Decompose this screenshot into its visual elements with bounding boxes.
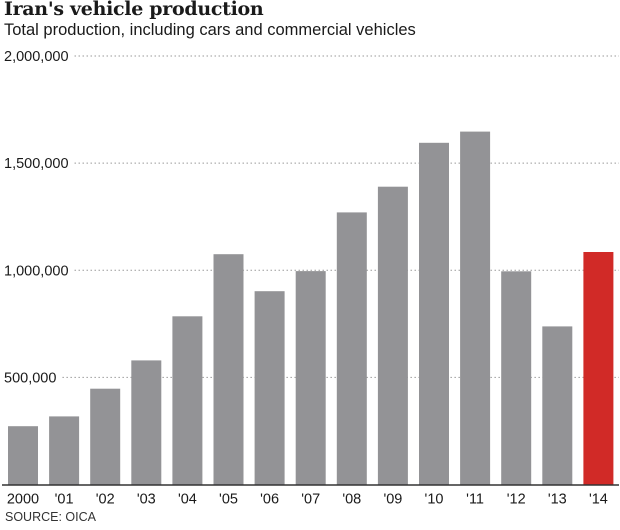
bar (49, 416, 80, 485)
x-tick-label: '11 (466, 492, 484, 508)
y-tick-label: 500,000 (4, 370, 56, 386)
bar (377, 186, 408, 485)
y-tick-label: 1,000,000 (4, 263, 69, 279)
bar-highlight (583, 252, 614, 485)
chart-title: Iran's vehicle production (4, 0, 264, 20)
x-tick-label: 2000 (7, 492, 39, 508)
x-tick-label: '05 (219, 492, 238, 508)
x-tick-label: '06 (260, 492, 279, 508)
x-tick-label: '14 (589, 492, 608, 508)
x-tick-label: '02 (96, 492, 115, 508)
bar (501, 271, 532, 485)
y-axis-tick-labels: 500,000 1,000,000 1,500,000 2,000,000 (4, 49, 69, 386)
bar (172, 316, 203, 485)
bar (254, 291, 285, 485)
bar (8, 426, 38, 485)
x-tick-label: '07 (301, 492, 320, 508)
bar (336, 212, 367, 485)
bar (131, 360, 162, 485)
x-tick-label: '03 (137, 492, 156, 508)
bar (419, 142, 449, 485)
x-tick-label: '12 (507, 492, 526, 508)
x-tick-label: '04 (178, 492, 197, 508)
x-tick-label: '01 (55, 492, 74, 508)
bar (213, 254, 244, 485)
bar (542, 326, 573, 485)
y-tick-label: 2,000,000 (4, 49, 69, 65)
x-tick-label: '08 (342, 492, 361, 508)
x-axis-tick-labels: 2000 '01 '02 '03 '04 '05 '06 '07 '08 '09 '10 '11 '12… (7, 492, 608, 508)
x-tick-label: '10 (425, 492, 444, 508)
x-tick-label: '09 (383, 492, 402, 508)
bars (8, 131, 614, 485)
bar (460, 131, 491, 485)
y-tick-label: 1,500,000 (4, 156, 69, 172)
source-note: SOURCE: OICA (5, 510, 96, 524)
bar (295, 271, 326, 485)
chart-subtitle: Total production, including cars and com… (4, 21, 416, 39)
bar (90, 388, 121, 485)
x-tick-label: '13 (548, 492, 567, 508)
